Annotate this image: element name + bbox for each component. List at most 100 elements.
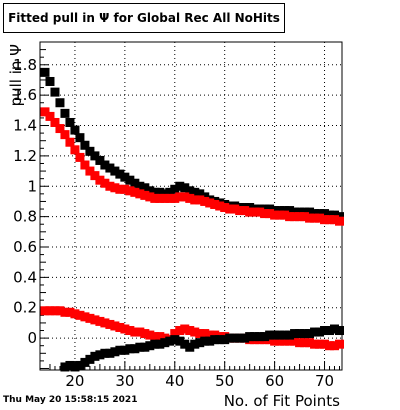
data-point — [155, 339, 165, 349]
data-point — [210, 199, 220, 209]
data-point — [65, 360, 75, 370]
data-point — [130, 327, 140, 337]
data-point — [255, 207, 265, 217]
data-point — [280, 336, 290, 346]
data-point — [145, 186, 155, 196]
data-point — [80, 160, 90, 170]
data-point — [45, 111, 55, 121]
data-point — [330, 341, 340, 351]
data-point — [290, 336, 300, 346]
data-point — [315, 327, 325, 337]
data-point — [265, 330, 275, 340]
data-point — [120, 345, 130, 355]
data-point — [220, 335, 230, 345]
data-point — [175, 336, 185, 346]
data-point — [150, 187, 160, 197]
x-tick-label: 40 — [165, 372, 184, 390]
data-point — [70, 362, 80, 372]
data-point — [275, 330, 285, 340]
data-point — [160, 193, 170, 203]
data-point — [130, 178, 140, 188]
data-point — [120, 184, 130, 194]
data-point — [195, 189, 205, 199]
data-point — [175, 192, 185, 202]
data-point — [300, 207, 310, 217]
data-point — [140, 183, 150, 193]
data-point — [100, 160, 110, 170]
data-point — [160, 338, 170, 348]
data-point — [150, 193, 160, 203]
data-point — [190, 327, 200, 337]
data-point — [230, 333, 240, 343]
y-tick-label: 0.2 — [13, 299, 37, 317]
chart-title: Fitted pull in Ψ for Global Rec All NoHi… — [8, 11, 280, 25]
data-point — [55, 98, 65, 108]
data-point — [295, 212, 305, 222]
data-point — [165, 187, 175, 197]
data-point — [135, 189, 145, 199]
data-point — [245, 207, 255, 217]
data-point — [305, 213, 315, 223]
data-point — [310, 213, 320, 223]
data-point — [115, 169, 125, 179]
data-point — [290, 207, 300, 217]
data-point — [310, 339, 320, 349]
data-point — [325, 341, 335, 351]
data-point — [245, 332, 255, 342]
data-point — [315, 213, 325, 223]
data-point — [130, 344, 140, 354]
data-point — [305, 207, 315, 217]
data-point — [195, 329, 205, 339]
data-point — [200, 192, 210, 202]
data-point — [190, 187, 200, 197]
data-point — [60, 307, 70, 317]
data-point — [105, 319, 115, 329]
data-point — [320, 326, 330, 336]
data-point — [120, 172, 130, 182]
data-point — [55, 306, 65, 316]
data-point — [50, 87, 60, 97]
data-point — [45, 76, 55, 86]
data-point — [115, 345, 125, 355]
data-point — [280, 210, 290, 220]
data-point — [250, 207, 260, 217]
y-tick-label: 1 — [27, 177, 37, 195]
data-point — [140, 190, 150, 200]
series-1 — [40, 107, 345, 226]
data-point — [60, 362, 70, 372]
data-point — [85, 313, 95, 323]
data-point — [200, 329, 210, 339]
chart-title-box: Fitted pull in Ψ for Global Rec All NoHi… — [3, 3, 285, 33]
data-point — [310, 209, 320, 219]
data-point — [305, 329, 315, 339]
data-point — [55, 124, 65, 134]
data-point — [40, 107, 50, 117]
data-point — [315, 209, 325, 219]
data-point — [40, 67, 50, 77]
data-point — [260, 332, 270, 342]
data-point — [185, 193, 195, 203]
data-point — [235, 333, 245, 343]
data-point — [195, 338, 205, 348]
data-point — [145, 192, 155, 202]
data-point — [70, 125, 80, 135]
data-point — [80, 312, 90, 322]
data-point — [145, 330, 155, 340]
data-point — [115, 184, 125, 194]
data-point — [285, 336, 295, 346]
y-tick-label: 1.4 — [13, 117, 37, 135]
data-point — [335, 326, 345, 336]
data-point — [225, 204, 235, 214]
data-point — [335, 216, 345, 226]
data-point — [265, 335, 275, 345]
data-point — [185, 186, 195, 196]
data-point — [155, 332, 165, 342]
data-point — [300, 338, 310, 348]
data-point — [215, 201, 225, 211]
data-point — [285, 330, 295, 340]
data-point — [185, 326, 195, 336]
data-point — [240, 333, 250, 343]
data-point — [325, 326, 335, 336]
x-tick-label: 20 — [65, 372, 84, 390]
data-point — [335, 339, 345, 349]
